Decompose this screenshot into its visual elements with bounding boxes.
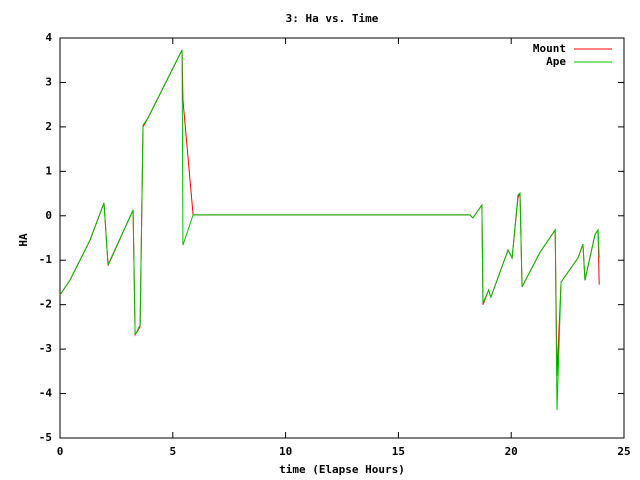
legend-label: Ape [546, 55, 566, 68]
y-axis-label: HA [17, 233, 30, 247]
plot-border [59, 37, 625, 439]
chart-title: 3: Ha vs. Time [286, 12, 379, 25]
x-tick-label: 20 [505, 445, 518, 458]
legend-label: Mount [533, 42, 566, 55]
x-axis-label: time (Elapse Hours) [279, 463, 405, 476]
y-tick-label: -3 [39, 342, 52, 355]
series-line [59, 49, 600, 376]
y-tick-label: -5 [39, 431, 52, 444]
y-tick-label: -1 [39, 253, 53, 266]
y-tick-label: 0 [45, 209, 52, 222]
x-tick-label: 15 [392, 445, 405, 458]
y-tick-label: 3 [45, 75, 52, 88]
y-tick-label: 2 [45, 120, 52, 133]
x-tick-label: 5 [169, 445, 176, 458]
x-tick-label: 10 [279, 445, 292, 458]
y-tick-label: 1 [45, 164, 52, 177]
y-tick-label: 4 [45, 31, 52, 44]
y-tick-label: -2 [39, 298, 52, 311]
y-tick-label: -4 [39, 387, 53, 400]
x-tick-label: 25 [617, 445, 630, 458]
x-tick-label: 0 [57, 445, 64, 458]
series-line [59, 49, 600, 411]
